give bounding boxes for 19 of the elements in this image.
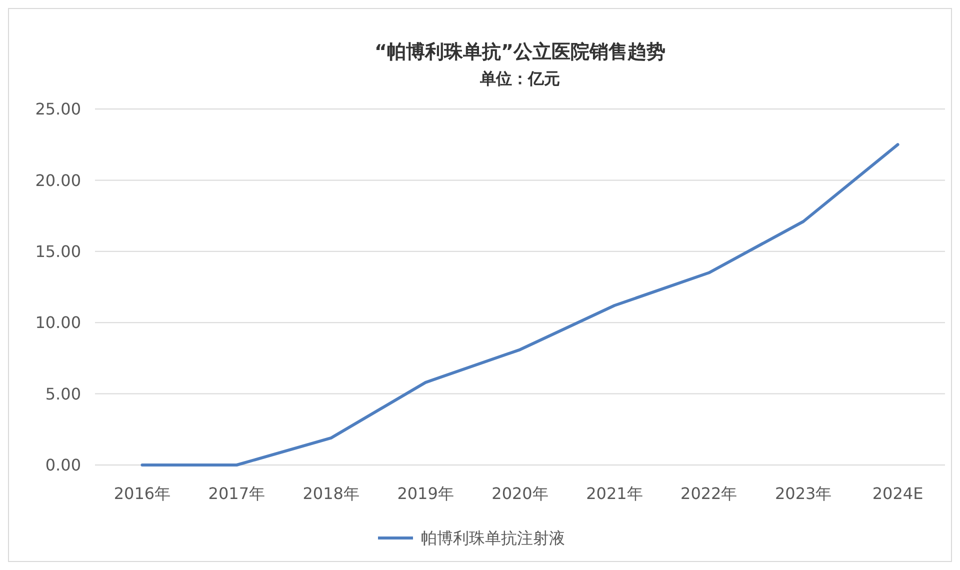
y-tick-label: 0.00 bbox=[45, 456, 81, 475]
y-tick-label: 25.00 bbox=[35, 100, 81, 119]
line-series bbox=[140, 143, 900, 466]
y-tick-label: 10.00 bbox=[35, 313, 81, 332]
chart-title: “帕博利珠单抗”公立医院销售趋势 bbox=[374, 41, 666, 63]
x-tick-label: 2018年 bbox=[302, 484, 360, 503]
x-tick-label: 2016年 bbox=[114, 484, 171, 503]
y-tick-label: 15.00 bbox=[35, 242, 81, 261]
x-tick-label: 2023年 bbox=[774, 484, 832, 503]
legend-label: 帕博利珠单抗注射液 bbox=[421, 528, 565, 548]
x-tick-label: 2021年 bbox=[586, 484, 643, 503]
x-tick-label: 2024E bbox=[872, 484, 924, 503]
x-tick-label: 2022年 bbox=[680, 484, 738, 503]
x-tick-label: 2017年 bbox=[208, 484, 266, 503]
x-tick-label: 2020年 bbox=[492, 484, 548, 503]
chart-subtitle: 单位：亿元 bbox=[479, 69, 560, 88]
y-tick-label: 5.00 bbox=[45, 384, 81, 404]
x-tick-label: 2019年 bbox=[397, 484, 454, 503]
y-tick-label: 20.00 bbox=[35, 170, 81, 190]
